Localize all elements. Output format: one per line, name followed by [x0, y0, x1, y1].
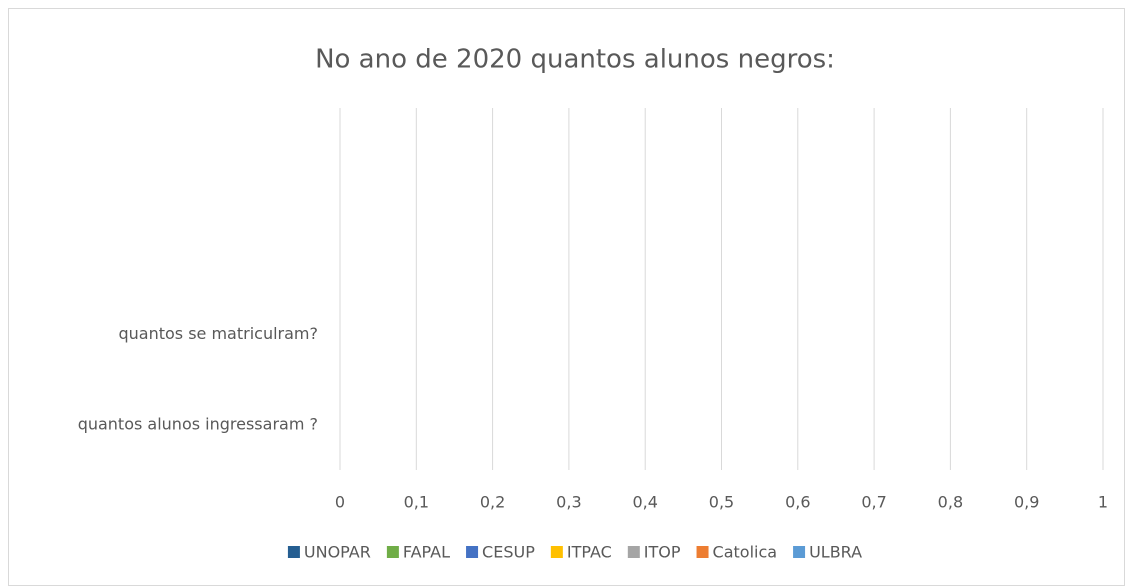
legend-swatch — [696, 546, 709, 558]
chart-title: No ano de 2020 quantos alunos negros: — [315, 45, 835, 75]
legend-swatch — [550, 546, 563, 558]
x-tick-label: 0,9 — [1014, 493, 1039, 512]
legend-swatch — [466, 546, 479, 558]
x-tick-label: 0,5 — [709, 493, 734, 512]
legend-label: CESUP — [482, 543, 535, 562]
x-tick-label: 0,4 — [632, 493, 657, 512]
chart-border — [8, 8, 1125, 586]
legend-label: ITPAC — [567, 543, 612, 562]
legend-label: ULBRA — [809, 543, 862, 562]
legend-label: FAPAL — [403, 543, 450, 562]
legend-label: Catolica — [713, 543, 778, 562]
x-tick-label: 0,7 — [861, 493, 886, 512]
legend-label: ITOP — [644, 543, 681, 562]
x-tick-label: 0,3 — [556, 493, 581, 512]
y-tick-label: quantos alunos ingressaram ? — [78, 414, 318, 433]
legend-swatch — [793, 546, 806, 558]
legend-swatch — [287, 546, 300, 558]
x-tick-label: 1 — [1098, 493, 1108, 512]
legend-swatch — [627, 546, 640, 558]
x-tick-label: 0,6 — [785, 493, 810, 512]
legend-label: UNOPAR — [304, 543, 371, 562]
y-tick-label: quantos se matriculram? — [118, 324, 318, 343]
x-tick-label: 0,1 — [404, 493, 429, 512]
x-tick-label: 0,2 — [480, 493, 505, 512]
legend-swatch — [386, 546, 399, 558]
x-tick-label: 0,8 — [938, 493, 963, 512]
x-tick-label: 0 — [335, 493, 345, 512]
